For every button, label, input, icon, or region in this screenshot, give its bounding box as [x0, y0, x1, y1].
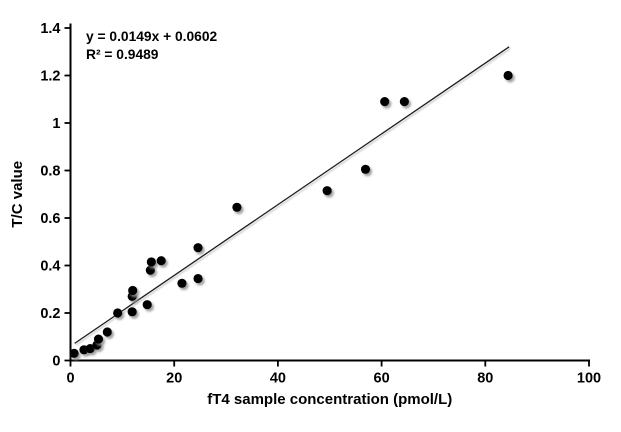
data-point — [322, 186, 332, 196]
data-point — [503, 70, 513, 81]
x-tick-label: 40 — [270, 371, 286, 387]
data-point — [360, 164, 371, 174]
y-axis-title: T/C value — [9, 161, 26, 228]
data-point — [177, 278, 187, 288]
trendline-equation-label: y = 0.0149x + 0.0602 — [86, 29, 218, 44]
x-axis-title: fT4 sample concentration (pmol/L) — [207, 391, 452, 408]
r-squared-label: R² = 0.9489 — [86, 47, 159, 62]
y-tick-label: 1.2 — [40, 69, 60, 85]
x-tick-label: 0 — [66, 371, 74, 387]
data-point — [232, 202, 242, 212]
data-point — [93, 334, 104, 344]
x-tick-label: 80 — [477, 371, 493, 387]
data-point — [85, 344, 95, 354]
data-point — [193, 243, 203, 253]
data-point — [127, 307, 137, 317]
trendline — [74, 46, 510, 344]
y-tick-label: 0.8 — [40, 164, 60, 180]
y-tick-label: 0.6 — [40, 211, 60, 227]
y-tick-label: 1 — [52, 116, 60, 132]
x-tick-label: 60 — [374, 371, 390, 387]
y-tick-label: 0 — [52, 354, 60, 370]
y-tick-label: 1.4 — [40, 21, 60, 37]
data-point — [193, 273, 203, 284]
data-point — [142, 300, 152, 310]
data-point — [146, 257, 156, 267]
data-point — [145, 265, 155, 275]
y-tick-label: 0.4 — [40, 259, 60, 275]
data-point — [399, 97, 410, 107]
data-point — [69, 348, 79, 358]
x-tick-label: 20 — [166, 371, 182, 387]
data-point — [113, 308, 123, 318]
data-point — [156, 256, 166, 266]
data-point — [102, 327, 112, 337]
data-point — [380, 97, 390, 107]
y-tick-label: 0.2 — [40, 306, 60, 322]
x-tick-label: 100 — [577, 371, 601, 387]
data-point — [128, 285, 138, 296]
